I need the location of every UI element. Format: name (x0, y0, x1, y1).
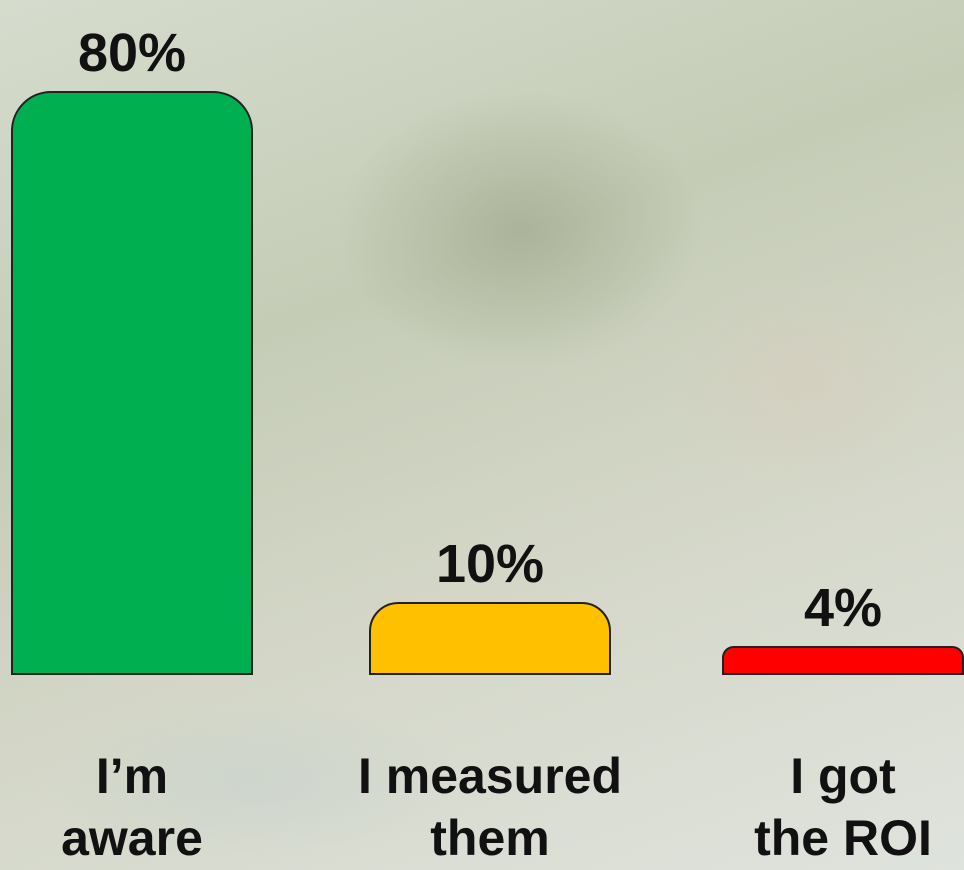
bar (722, 646, 964, 675)
value-label: 80% (0, 23, 282, 83)
value-label: 4% (693, 578, 964, 638)
category-label: I measured them (340, 745, 640, 869)
category-label: I’m aware (57, 745, 207, 869)
bar (369, 602, 611, 675)
value-label: 10% (340, 534, 640, 594)
category-label: I got the ROI (748, 745, 938, 869)
bar (11, 91, 253, 675)
chart: 80% I’m aware 10% I measured them 4% I got th… (0, 0, 964, 870)
